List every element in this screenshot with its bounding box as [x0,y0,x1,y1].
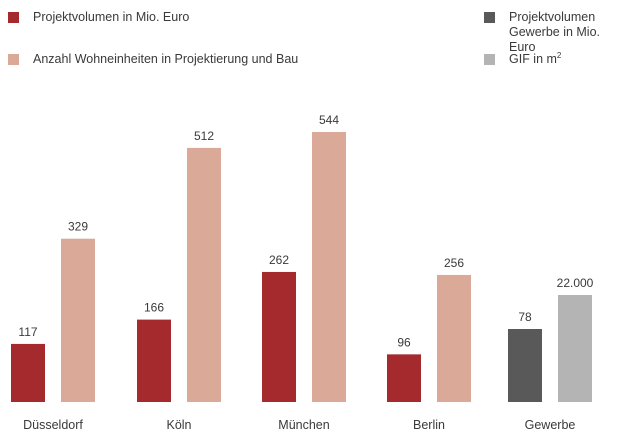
bar-koeln-a [137,319,171,402]
bar-berlin-b [437,274,471,402]
legend-label-wohneinheiten: Anzahl Wohneinheiten in Projektierung un… [33,52,299,66]
data-label-koeln-b: 512 [194,129,214,143]
bar-berlin-a [387,354,421,402]
bar-muenchen-b [312,132,346,402]
category-label-berlin: Berlin [413,418,445,432]
bar-duesseldorf-a [11,343,45,402]
legend-item-gif: GIF in m2 [484,50,562,67]
data-label-muenchen-a: 262 [269,253,289,267]
bar-muenchen-a [262,271,296,402]
legend-label-projektvolumen: Projektvolumen in Mio. Euro [33,10,190,24]
data-label-duesseldorf-a: 117 [18,325,37,339]
category-label-muenchen: München [278,418,329,432]
data-label-duesseldorf-b: 329 [68,220,88,234]
category-label-duesseldorf: Düsseldorf [23,418,83,432]
bar-koeln-b [187,147,221,402]
data-label-gewerbe-b: 22.000 [557,276,594,290]
legend-swatch-wohneinheiten [8,54,19,65]
legend-label-gif-text: GIF in m [509,52,557,66]
legend-item-projektvolumen: Projektvolumen in Mio. Euro [8,10,189,25]
legend-swatch-projektvolumen [8,12,19,23]
legend-swatch-gewerbe-volumen [484,12,495,23]
bar-duesseldorf-b [61,238,95,402]
legend-label-gewerbe-volumen: Projektvolumen Gewerbe in Mio. Euro [509,10,601,54]
legend-label-gif-sup: 2 [556,50,562,60]
bar-gewerbe-a [508,329,542,402]
data-label-koeln-a: 166 [144,301,164,315]
data-label-berlin-b: 256 [444,256,464,270]
legend-item-gewerbe-volumen: Projektvolumen Gewerbe in Mio. Euro [484,10,621,55]
legend-item-wohneinheiten: Anzahl Wohneinheiten in Projektierung un… [8,52,298,67]
data-label-muenchen-b: 544 [319,113,339,127]
category-label-koeln: Köln [166,418,191,432]
legend-label-gif: GIF in m2 [509,50,562,67]
data-label-gewerbe-a: 78 [518,310,532,324]
bar-gewerbe-b [558,295,592,402]
category-label-gewerbe: Gewerbe [525,418,576,432]
data-label-berlin-a: 96 [397,335,411,349]
legend-swatch-gif [484,54,495,65]
